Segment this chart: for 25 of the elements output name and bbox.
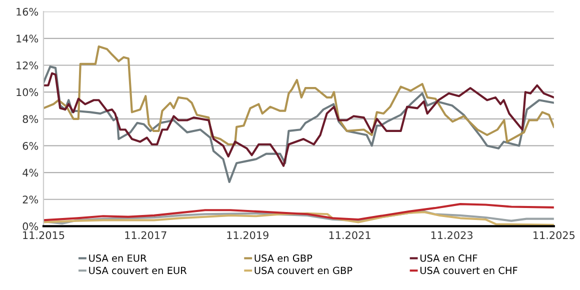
- x-tick-label: 11.2015: [23, 231, 64, 240]
- x-tick-label: 11.2017: [125, 231, 166, 240]
- y-tick-label: 8%: [22, 115, 38, 124]
- line-series: [44, 66, 554, 183]
- legend-label: USA couvert en GBP: [254, 266, 352, 274]
- y-tick-label: 12%: [16, 61, 38, 70]
- legend-label: USA en CHF: [420, 254, 478, 262]
- line-series: [44, 203, 554, 222]
- x-tick-label: 11.2019: [227, 231, 268, 240]
- legend-label: USA couvert en CHF: [420, 266, 518, 274]
- y-tick-label: 4%: [22, 168, 38, 177]
- y-tick-label: 6%: [22, 142, 38, 150]
- legend-label: USA couvert en EUR: [89, 266, 187, 274]
- y-tick-label: 14%: [16, 34, 38, 43]
- line-series: [44, 45, 554, 146]
- y-tick-label: 10%: [16, 88, 38, 96]
- x-tick-label: 11.2025: [534, 231, 575, 240]
- y-tick-label: 0%: [22, 222, 38, 230]
- x-tick-label: 11.2023: [431, 231, 472, 240]
- x-tick-label: 11.2021: [329, 231, 370, 240]
- legend-label: USA en GBP: [254, 254, 312, 262]
- y-tick-label: 2%: [22, 196, 38, 204]
- line-series: [44, 72, 554, 167]
- y-tick-label: 16%: [16, 8, 38, 16]
- legend-label: USA en EUR: [89, 254, 146, 262]
